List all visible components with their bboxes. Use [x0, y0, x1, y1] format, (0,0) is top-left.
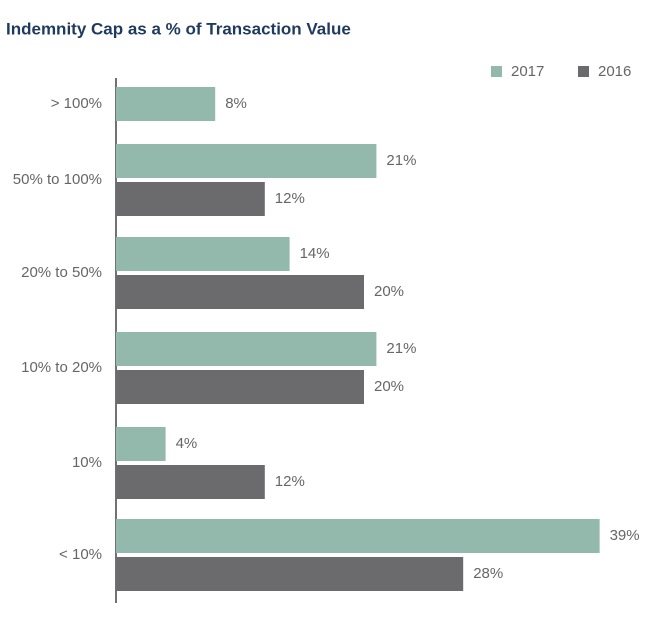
value-label: 12% [275, 473, 305, 490]
bar [116, 275, 364, 309]
y-tick-label: 10% [72, 454, 102, 471]
bar [116, 557, 464, 591]
bar [116, 370, 364, 404]
value-label: 8% [225, 95, 247, 112]
y-tick-label: 50% to 100% [13, 171, 102, 188]
value-label: 21% [386, 152, 416, 169]
chart-title: Indemnity Cap as a % of Transaction Valu… [6, 19, 351, 38]
value-label: 28% [473, 565, 503, 582]
legend-swatch [578, 66, 589, 77]
value-label: 20% [374, 378, 404, 395]
legend-label: 2016 [598, 63, 631, 80]
value-label: 12% [275, 190, 305, 207]
bar [116, 144, 377, 178]
bar [116, 427, 166, 461]
bar [116, 519, 600, 553]
bar [116, 332, 377, 366]
legend-label: 2017 [511, 63, 544, 80]
value-label: 20% [374, 283, 404, 300]
legend-swatch [491, 66, 502, 77]
bar [116, 237, 290, 271]
bar [116, 182, 265, 216]
bar [116, 465, 265, 499]
bar [116, 87, 216, 121]
y-tick-label: < 10% [59, 546, 102, 563]
value-label: 4% [176, 435, 198, 452]
y-tick-label: > 100% [51, 95, 102, 112]
value-label: 39% [610, 527, 640, 544]
value-label: 21% [386, 340, 416, 357]
y-tick-label: 10% to 20% [21, 359, 102, 376]
y-tick-label: 20% to 50% [21, 264, 102, 281]
value-label: 14% [300, 245, 330, 262]
